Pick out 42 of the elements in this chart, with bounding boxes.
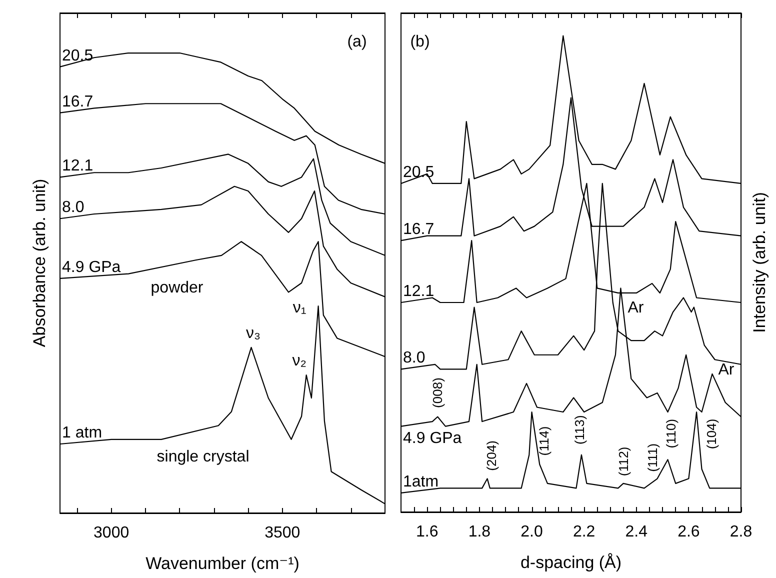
series-label: 1atm (403, 473, 439, 490)
x-tick-label: 1.6 (416, 524, 438, 540)
x-axis-title: d-spacing (Å) (520, 553, 622, 572)
annotation: (113) (572, 415, 587, 445)
y-axis-title: Intensity (arb. unit) (750, 192, 769, 333)
series-label: 12.1 (62, 158, 94, 175)
annotation: (112) (616, 446, 631, 476)
annotation: (111) (644, 443, 660, 472)
series-label: 16.7 (403, 221, 434, 238)
series-label: 8.0 (403, 350, 426, 367)
series-label: 1 atm (62, 424, 102, 442)
annotation: ν₁ (292, 300, 306, 317)
series-label: 4.9 GPa (403, 430, 462, 447)
series-label: 12.1 (403, 282, 434, 300)
x-tick-label: 2.8 (730, 524, 752, 540)
series-label: 20.5 (62, 47, 94, 64)
annotation: single crystal (156, 448, 250, 466)
x-tick-label: 2.0 (520, 524, 543, 540)
series-label: 4.9 GPa (62, 258, 121, 276)
series-label: 20.5 (403, 164, 434, 181)
annotation: (104) (704, 418, 720, 450)
text: (a) (347, 34, 367, 50)
series-label: 8.0 (62, 199, 84, 216)
annotation: (b) (410, 34, 430, 50)
x-tick-label: 2.6 (678, 524, 700, 540)
annotation: ν₃ (246, 324, 260, 342)
annotation: powder (150, 280, 204, 296)
annotation: (204) (484, 440, 499, 471)
annotation: ν₂ (292, 352, 306, 370)
annotation: (114) (536, 426, 552, 456)
annotation: Ar (718, 361, 735, 378)
x-tick-label: 3500 (264, 524, 300, 542)
x-tick-label: 2.4 (625, 524, 648, 540)
x-tick-label: 1.8 (468, 524, 491, 540)
x-tick-label: 3000 (94, 524, 130, 542)
x-tick-label: 2.2 (572, 524, 596, 540)
annotation: (008) (430, 378, 446, 408)
annotation: (110) (663, 418, 678, 448)
series-label: 16.7 (62, 93, 94, 110)
y-axis-title: Absorbance (arb. unit) (30, 178, 49, 348)
annotation: Ar (628, 300, 644, 317)
x-axis-title: Wavenumber (cm⁻¹) (146, 554, 300, 573)
